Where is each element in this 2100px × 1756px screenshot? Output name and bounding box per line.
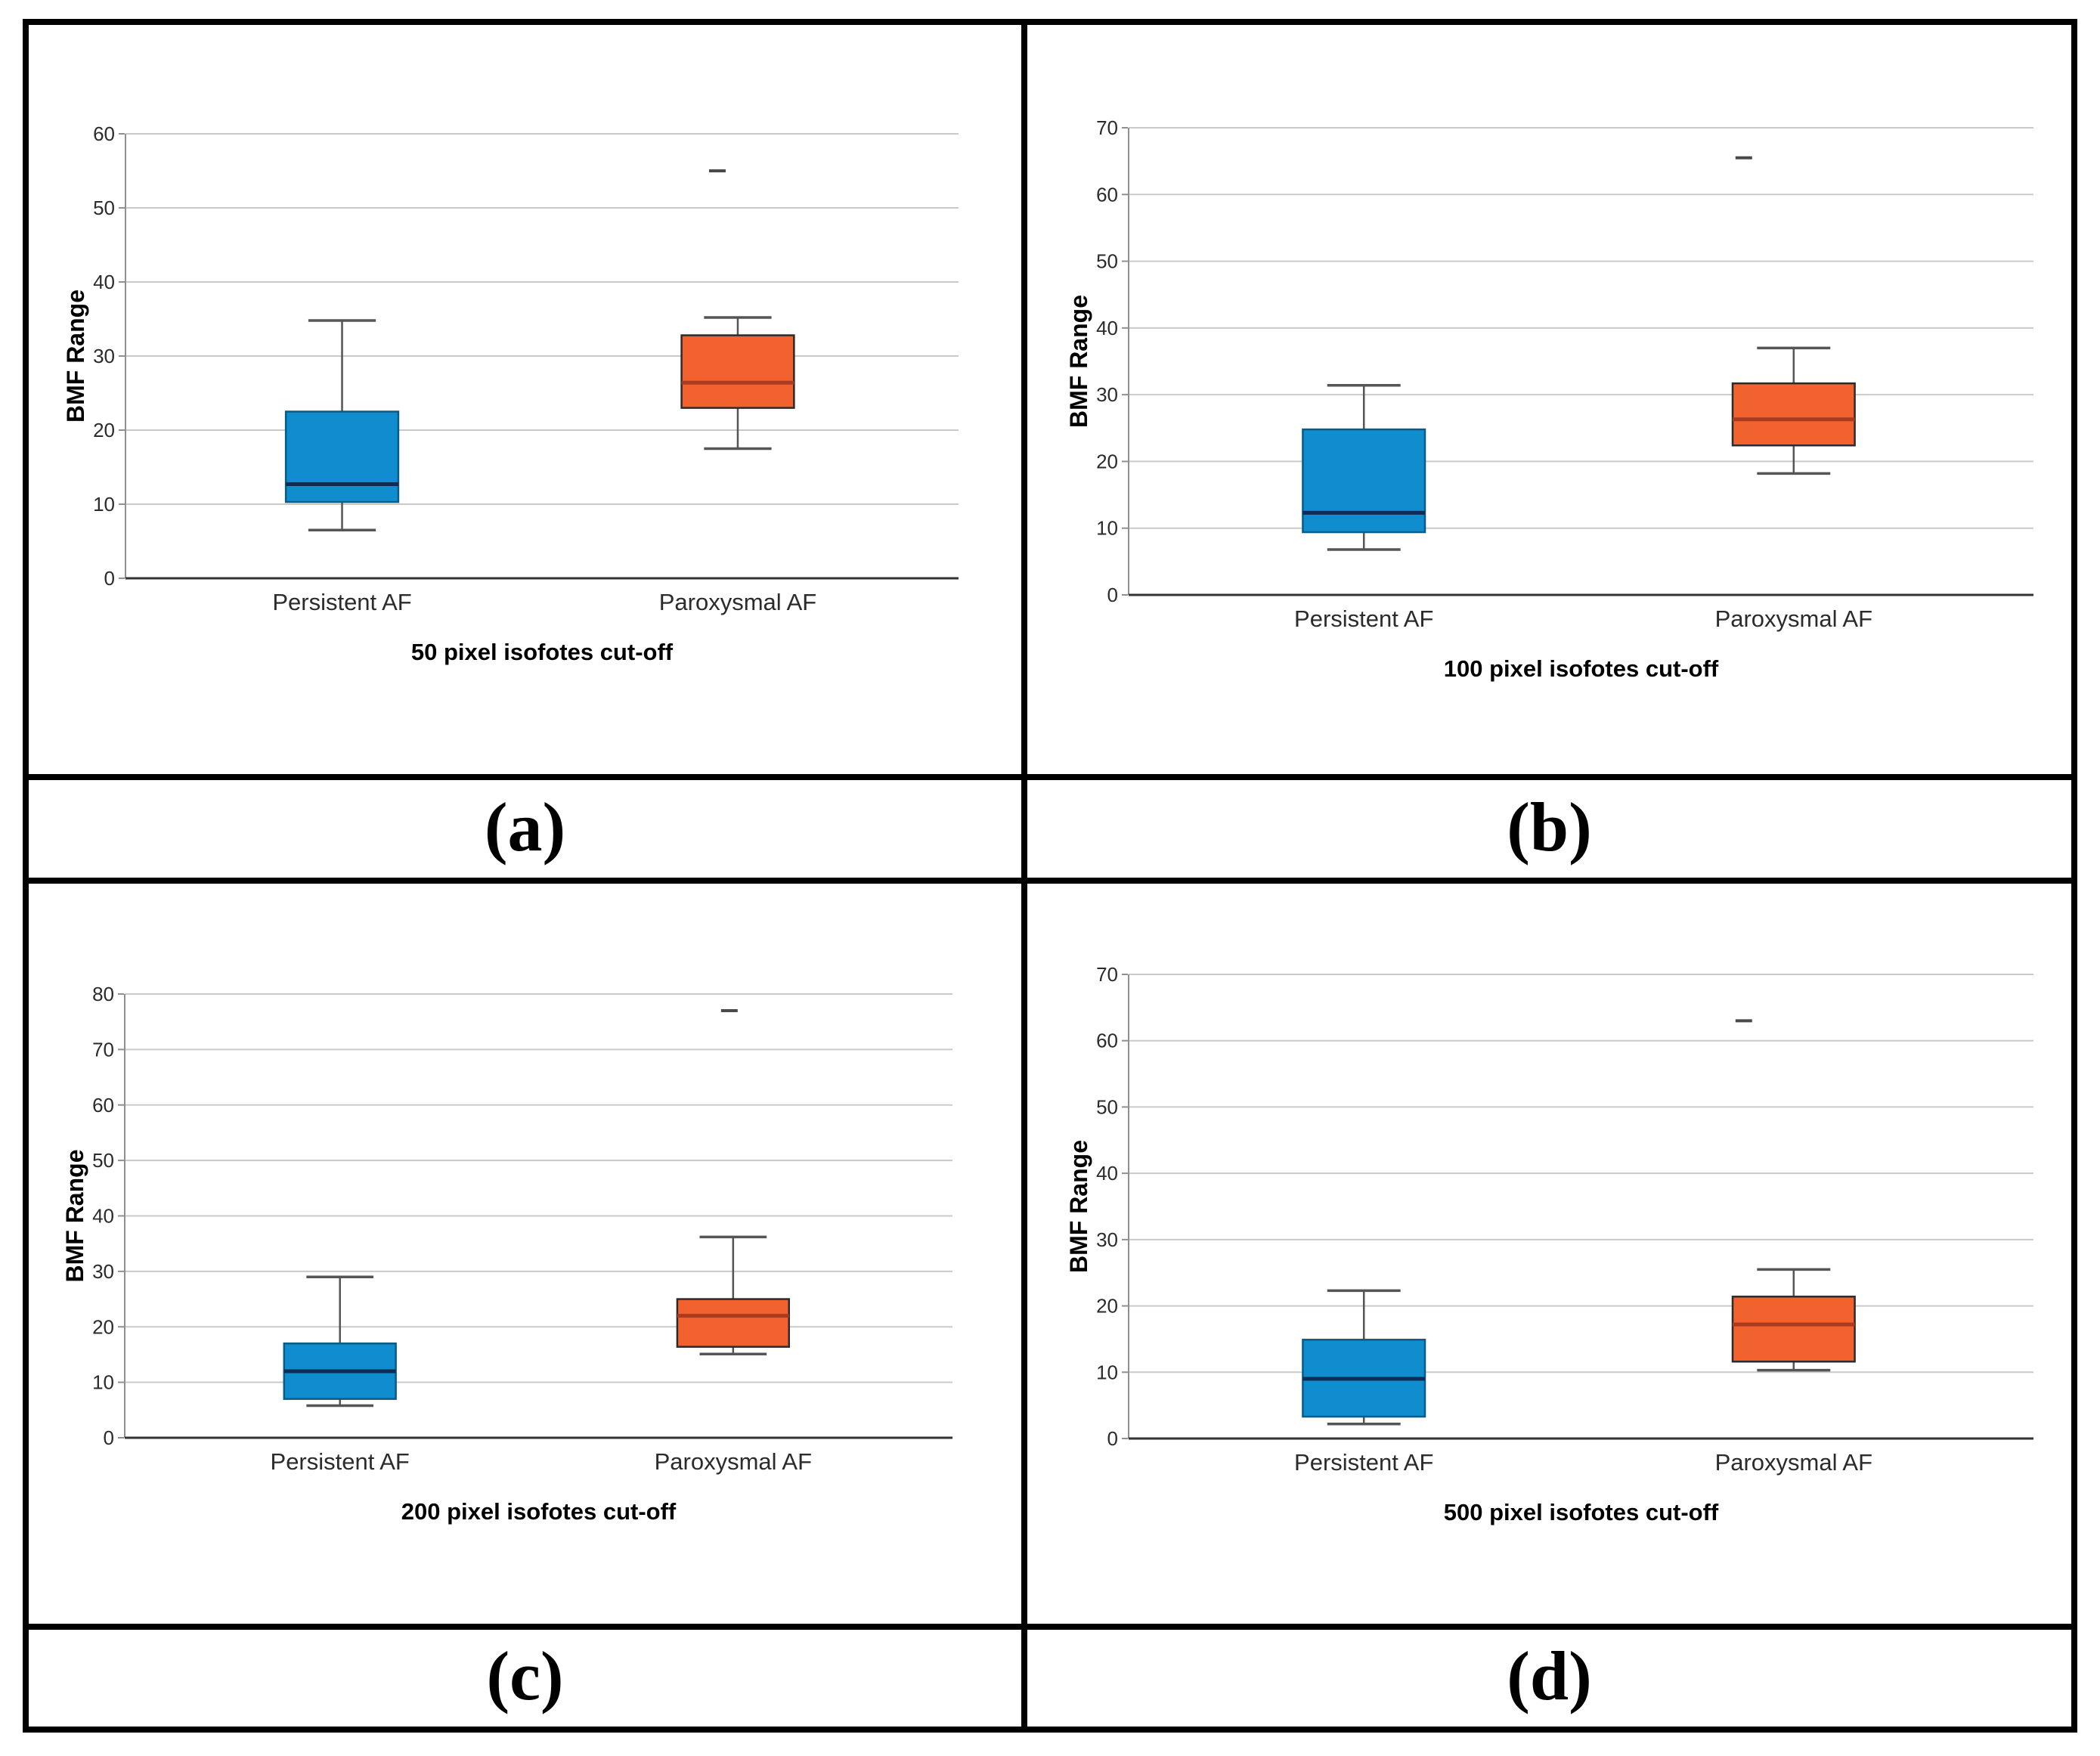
svg-text:70: 70 [1096, 116, 1118, 139]
svg-text:60: 60 [1096, 1030, 1118, 1052]
svg-text:BMF Range: BMF Range [1065, 295, 1092, 428]
svg-text:50 pixel isofotes cut-off: 50 pixel isofotes cut-off [411, 639, 674, 665]
svg-text:100 pixel isofotes cut-off: 100 pixel isofotes cut-off [1444, 655, 1719, 682]
svg-text:BMF Range: BMF Range [1065, 1140, 1092, 1273]
svg-text:Persistent AF: Persistent AF [272, 589, 411, 615]
svg-text:40: 40 [93, 271, 115, 293]
svg-text:0: 0 [104, 567, 115, 590]
svg-text:10: 10 [93, 493, 115, 516]
svg-text:BMF Range: BMF Range [62, 290, 89, 423]
svg-text:50: 50 [1096, 250, 1118, 273]
svg-text:70: 70 [1096, 963, 1118, 986]
caption-a: (a) [484, 788, 566, 866]
caption-c: (c) [486, 1637, 564, 1714]
svg-text:0: 0 [104, 1426, 114, 1449]
caption-d: (d) [1507, 1637, 1592, 1714]
boxplot-a: 0 10 20 30 40 50 60 Persistent AF Paroxysmal AF 5… [62, 122, 959, 665]
svg-text:80: 80 [92, 983, 114, 1005]
svg-text:40: 40 [92, 1205, 114, 1228]
svg-text:0: 0 [1107, 1427, 1118, 1450]
svg-text:50: 50 [92, 1149, 114, 1172]
svg-text:BMF Range: BMF Range [61, 1150, 88, 1283]
caption-a-cell: (a) [29, 780, 1021, 878]
panel-c-cell: 0 10 20 30 40 50 60 70 80 Persistent AF Paroxysmal… [29, 884, 1021, 1624]
svg-text:50: 50 [1096, 1095, 1118, 1118]
svg-text:60: 60 [93, 122, 115, 145]
svg-text:0: 0 [1107, 584, 1118, 606]
svg-text:70: 70 [92, 1038, 114, 1061]
svg-text:40: 40 [1096, 1162, 1118, 1185]
svg-text:30: 30 [1096, 383, 1118, 406]
svg-text:10: 10 [1096, 1361, 1118, 1383]
svg-text:20: 20 [1096, 1295, 1118, 1318]
svg-text:Paroxysmal AF: Paroxysmal AF [1715, 605, 1872, 632]
svg-text:30: 30 [93, 345, 115, 367]
panel-d-cell: 0 10 20 30 40 50 60 70 Persistent AF Paroxysmal A… [1027, 884, 2071, 1624]
panel-b-cell: 0 10 20 30 40 50 60 70 Persistent AF Paroxysmal A… [1027, 25, 2071, 774]
svg-text:Persistent AF: Persistent AF [1294, 605, 1433, 632]
figure-grid: 0 10 20 30 40 50 60 Persistent AF Paroxysmal AF 5… [23, 19, 2077, 1733]
svg-text:Persistent AF: Persistent AF [1294, 1449, 1433, 1476]
svg-text:10: 10 [92, 1371, 114, 1394]
svg-text:50: 50 [93, 197, 115, 219]
boxplot-b: 0 10 20 30 40 50 60 70 Persistent AF Paroxysmal A… [1065, 116, 2033, 682]
svg-text:20: 20 [1096, 450, 1118, 472]
svg-text:Paroxysmal AF: Paroxysmal AF [1715, 1449, 1872, 1476]
caption-b-cell: (b) [1027, 780, 2071, 878]
svg-text:200 pixel isofotes cut-off: 200 pixel isofotes cut-off [401, 1498, 677, 1525]
svg-text:60: 60 [92, 1094, 114, 1116]
svg-text:Paroxysmal AF: Paroxysmal AF [655, 1448, 812, 1475]
boxplot-d: 0 10 20 30 40 50 60 70 Persistent AF Paroxysmal A… [1065, 963, 2033, 1525]
boxplot-c: 0 10 20 30 40 50 60 70 80 Persistent AF Paroxysmal… [61, 983, 952, 1525]
caption-b: (b) [1507, 788, 1592, 866]
svg-text:40: 40 [1096, 317, 1118, 339]
svg-text:30: 30 [1096, 1228, 1118, 1251]
svg-text:10: 10 [1096, 517, 1118, 540]
caption-c-cell: (c) [29, 1630, 1021, 1727]
caption-d-cell: (d) [1027, 1630, 2071, 1727]
panel-a-cell: 0 10 20 30 40 50 60 Persistent AF Paroxysmal AF 5… [29, 25, 1021, 774]
svg-text:20: 20 [93, 419, 115, 441]
svg-text:30: 30 [92, 1260, 114, 1283]
svg-text:500 pixel isofotes cut-off: 500 pixel isofotes cut-off [1444, 1499, 1719, 1525]
svg-text:Persistent AF: Persistent AF [271, 1448, 410, 1475]
svg-text:20: 20 [92, 1315, 114, 1338]
svg-text:60: 60 [1096, 183, 1118, 206]
svg-text:Paroxysmal AF: Paroxysmal AF [659, 589, 816, 615]
